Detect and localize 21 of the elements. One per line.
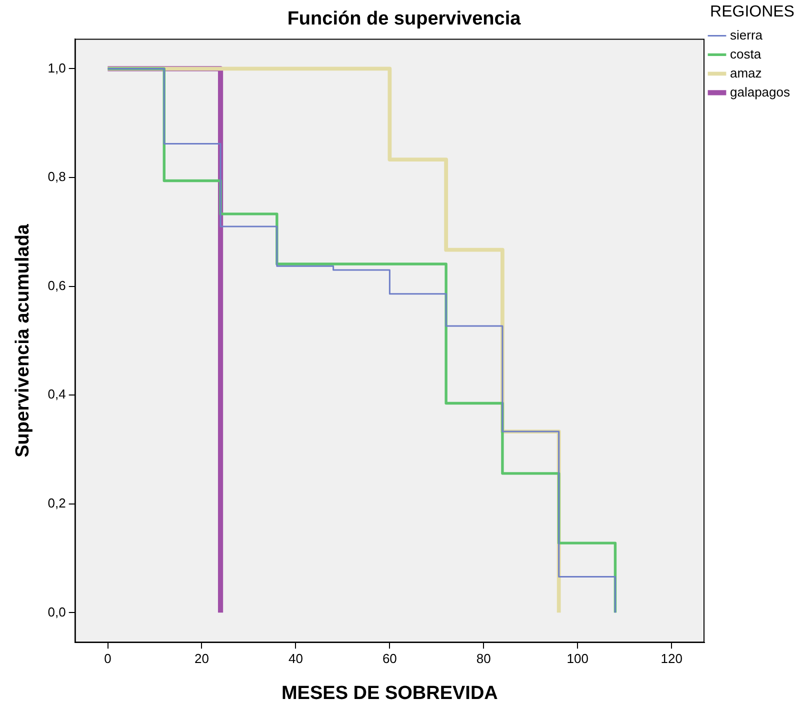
legend-label: galapagos [730,84,790,100]
y-tick-label: 0,0 [48,604,66,620]
x-axis-title: MESES DE SOBREVIDA [281,682,498,704]
y-tick-label: 1,0 [48,60,66,76]
x-tick-label: 0 [104,650,112,666]
legend-label: amaz [730,65,762,80]
y-tick-label: 0,6 [48,278,66,293]
x-tick-label: 40 [288,650,303,666]
legend-label: costa [730,46,762,62]
y-axis-title: Supervivencia acumulada [12,224,34,458]
legend-label: sierra [730,27,764,42]
x-tick-label: 60 [382,650,397,666]
chart-title: Función de supervivencia [287,8,522,30]
x-tick-label: 100 [566,650,588,666]
y-tick-label: 0,2 [48,495,66,510]
y-tick-label: 0,8 [48,169,66,184]
x-tick-label: 80 [476,650,491,666]
x-tick-label: 20 [194,650,209,666]
y-tick-label: 0,4 [48,386,66,402]
x-tick-label: 120 [660,650,682,666]
legend-title: REGIONES [710,3,794,20]
